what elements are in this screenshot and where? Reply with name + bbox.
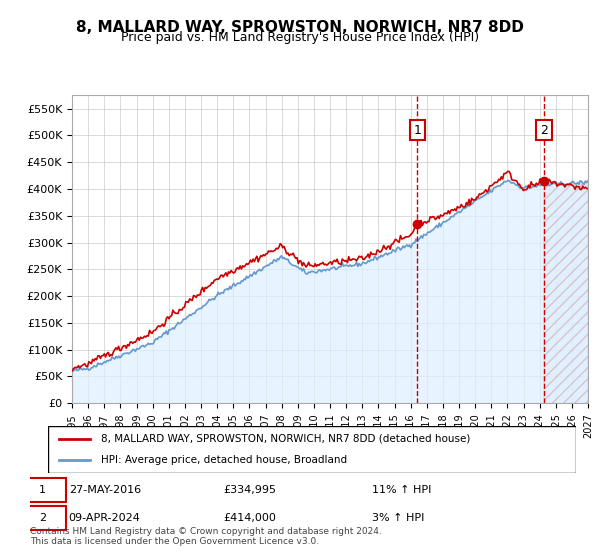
Text: Price paid vs. HM Land Registry's House Price Index (HPI): Price paid vs. HM Land Registry's House … (121, 31, 479, 44)
Text: 2: 2 (540, 124, 548, 137)
Text: 1: 1 (39, 485, 46, 495)
Text: Contains HM Land Registry data © Crown copyright and database right 2024.
This d: Contains HM Land Registry data © Crown c… (30, 526, 382, 546)
Text: 11% ↑ HPI: 11% ↑ HPI (372, 485, 431, 495)
Text: £414,000: £414,000 (223, 513, 276, 523)
Text: 09-APR-2024: 09-APR-2024 (68, 513, 140, 523)
Text: 2: 2 (39, 513, 46, 523)
FancyBboxPatch shape (19, 506, 66, 530)
Text: £334,995: £334,995 (223, 485, 276, 495)
Text: HPI: Average price, detached house, Broadland: HPI: Average price, detached house, Broa… (101, 455, 347, 465)
Text: 8, MALLARD WAY, SPROWSTON, NORWICH, NR7 8DD (detached house): 8, MALLARD WAY, SPROWSTON, NORWICH, NR7 … (101, 434, 470, 444)
Text: 3% ↑ HPI: 3% ↑ HPI (372, 513, 425, 523)
Text: 1: 1 (413, 124, 421, 137)
Text: 8, MALLARD WAY, SPROWSTON, NORWICH, NR7 8DD: 8, MALLARD WAY, SPROWSTON, NORWICH, NR7 … (76, 20, 524, 35)
FancyBboxPatch shape (19, 478, 66, 502)
Text: 27-MAY-2016: 27-MAY-2016 (68, 485, 141, 495)
FancyBboxPatch shape (48, 426, 576, 473)
